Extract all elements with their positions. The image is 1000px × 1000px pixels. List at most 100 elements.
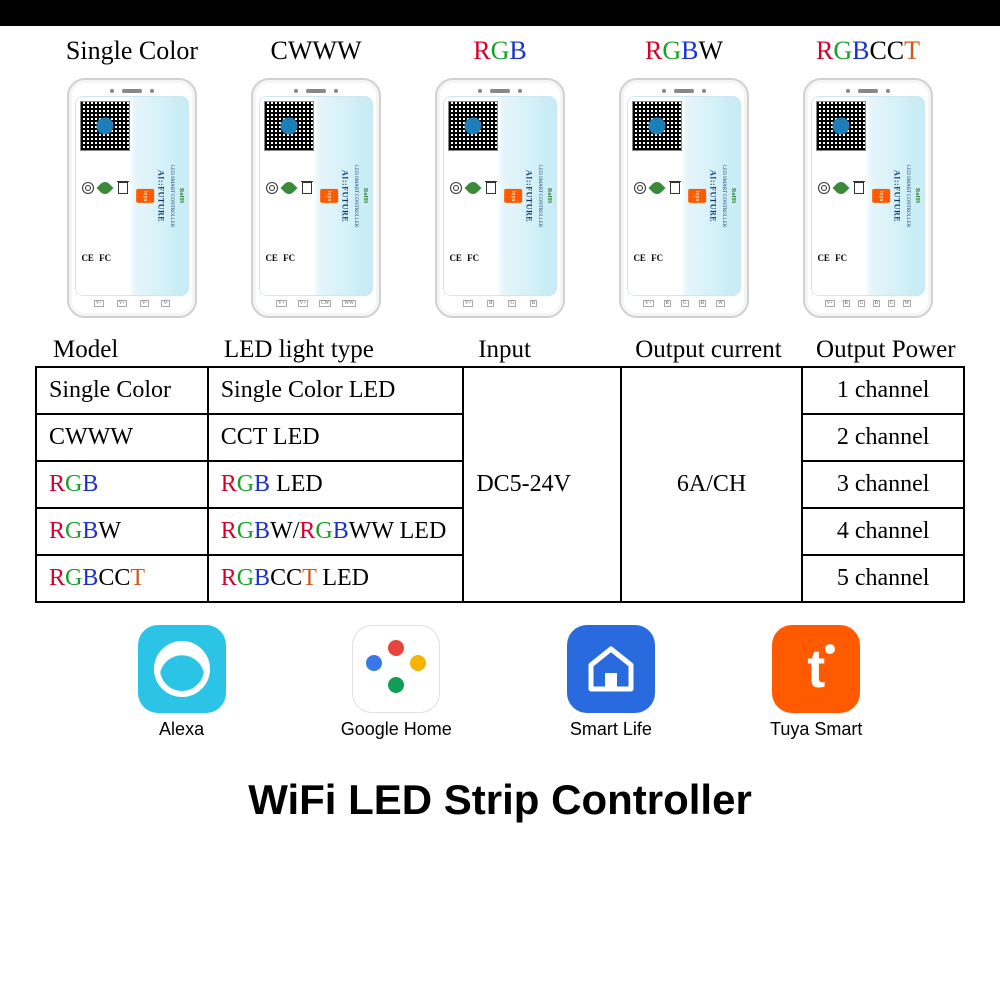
controller-device: CE FC RoHS LED SMART CONTROLLER AI::FUTU…	[619, 78, 749, 318]
device-right: RoHS LED SMART CONTROLLER AI::FUTURE tuy…	[686, 97, 740, 295]
device-sub: LED SMART CONTROLLER	[905, 165, 910, 227]
weee-icon	[854, 182, 864, 194]
spec-tbody: Single ColorSingle Color LEDDC5-24V6A/CH…	[36, 367, 964, 602]
app-label: Google Home	[341, 719, 452, 740]
product-col-0: Single Color CE FC RoHS LED SMART CONTRO…	[45, 36, 219, 318]
cell-output-power: 1 channel	[802, 367, 964, 414]
product-title: CWWW	[271, 36, 362, 70]
cell-output-power: 5 channel	[802, 555, 964, 602]
app-alexa: Alexa	[138, 625, 226, 740]
cell-output-power: 3 channel	[802, 461, 964, 508]
products-row: Single Color CE FC RoHS LED SMART CONTRO…	[0, 26, 1000, 318]
leaf-icon	[649, 180, 666, 197]
qr-code-icon	[448, 101, 498, 151]
product-title: RGBCCT	[816, 36, 920, 70]
recycle-icon	[266, 182, 278, 194]
footer-title: WiFi LED Strip Controller	[0, 776, 1000, 824]
spec-table: Single ColorSingle Color LEDDC5-24V6A/CH…	[35, 366, 965, 603]
device-pins: V+RGB	[443, 296, 557, 310]
product-col-4: RGBCCT CE FC RoHS LED SMART CONTROLLER A…	[781, 36, 955, 318]
weee-icon	[670, 182, 680, 194]
ce-icon: CE	[81, 253, 94, 263]
table-row: Single ColorSingle Color LEDDC5-24V6A/CH…	[36, 367, 964, 414]
rohs-label: RoHS	[730, 188, 736, 203]
cell-output-power: 2 channel	[802, 414, 964, 461]
device-body: CE FC RoHS LED SMART CONTROLLER AI::FUTU…	[443, 96, 557, 296]
qr-code-icon	[264, 101, 314, 151]
app-label: Smart Life	[570, 719, 652, 740]
app-tuya: t Tuya Smart	[770, 625, 862, 740]
qr-code-icon	[80, 101, 130, 151]
tuya-badge: tuya	[688, 189, 706, 203]
weee-icon	[118, 182, 128, 194]
device-left: CE FC	[444, 97, 502, 295]
recycle-icon	[818, 182, 830, 194]
app-label: Alexa	[159, 719, 204, 740]
cell-ledtype: CCT LED	[208, 414, 464, 461]
smartlife-icon	[567, 625, 655, 713]
app-smartlife: Smart Life	[567, 625, 655, 740]
weee-icon	[486, 182, 496, 194]
qr-code-icon	[632, 101, 682, 151]
header-outpower: Output Power	[802, 336, 961, 364]
header-ledtype: LED light type	[210, 336, 464, 364]
leaf-icon	[833, 180, 850, 197]
tuya-badge: tuya	[872, 189, 890, 203]
device-brand: AI::FUTURE	[156, 170, 165, 222]
device-left: CE FC	[812, 97, 870, 295]
device-body: CE FC RoHS LED SMART CONTROLLER AI::FUTU…	[259, 96, 373, 296]
fc-icon: FC	[283, 253, 295, 263]
device-cert-icons: CE FC	[816, 154, 866, 291]
leaf-icon	[281, 180, 298, 197]
controller-device: CE FC RoHS LED SMART CONTROLLER AI::FUTU…	[435, 78, 565, 318]
product-title: RGBW	[645, 36, 723, 70]
device-sub: LED SMART CONTROLLER	[353, 165, 358, 227]
app-ghome: Google Home	[341, 625, 452, 740]
device-left: CE FC	[76, 97, 134, 295]
ce-icon: CE	[449, 253, 462, 263]
device-sub: LED SMART CONTROLLER	[169, 165, 174, 227]
device-cert-icons: CE FC	[80, 154, 130, 291]
device-pins: V+V+CWWW	[259, 296, 373, 310]
device-pins: V+RGBCW	[811, 296, 925, 310]
controller-device: CE FC RoHS LED SMART CONTROLLER AI::FUTU…	[803, 78, 933, 318]
rohs-label: RoHS	[178, 188, 184, 203]
device-left: CE FC	[260, 97, 318, 295]
header-outcurrent: Output current	[621, 336, 802, 364]
rohs-label: RoHS	[362, 188, 368, 203]
tuya-icon: t	[772, 625, 860, 713]
fc-icon: FC	[99, 253, 111, 263]
product-col-3: RGBW CE FC RoHS LED SMART CONTROLLER AI:…	[597, 36, 771, 318]
device-body: CE FC RoHS LED SMART CONTROLLER AI::FUTU…	[627, 96, 741, 296]
ce-icon: CE	[265, 253, 278, 263]
cell-ledtype: Single Color LED	[208, 367, 464, 414]
cell-output-current: 6A/CH	[621, 367, 802, 602]
fc-icon: FC	[467, 253, 479, 263]
rohs-label: RoHS	[914, 188, 920, 203]
device-brand: AI::FUTURE	[708, 170, 717, 222]
device-top-ports	[811, 86, 925, 96]
recycle-icon	[634, 182, 646, 194]
device-sub: LED SMART CONTROLLER	[537, 165, 542, 227]
cell-input: DC5-24V	[463, 367, 621, 602]
device-cert-icons: CE FC	[448, 154, 498, 291]
header-input: Input	[464, 336, 621, 364]
controller-device: CE FC RoHS LED SMART CONTROLLER AI::FUTU…	[67, 78, 197, 318]
app-label: Tuya Smart	[770, 719, 862, 740]
device-brand: AI::FUTURE	[524, 170, 533, 222]
top-black-bar	[0, 0, 1000, 26]
cell-model: RGB	[36, 461, 208, 508]
qr-code-icon	[816, 101, 866, 151]
product-title: Single Color	[66, 36, 198, 70]
product-col-1: CWWW CE FC RoHS LED SMART CONTROLLER AI:…	[229, 36, 403, 318]
cell-model: Single Color	[36, 367, 208, 414]
tuya-badge: tuya	[504, 189, 522, 203]
cell-model: RGBCCT	[36, 555, 208, 602]
weee-icon	[302, 182, 312, 194]
device-top-ports	[75, 86, 189, 96]
product-title: RGB	[473, 36, 526, 70]
device-sub: LED SMART CONTROLLER	[721, 165, 726, 227]
ce-icon: CE	[817, 253, 830, 263]
device-cert-icons: CE FC	[632, 154, 682, 291]
ce-icon: CE	[633, 253, 646, 263]
